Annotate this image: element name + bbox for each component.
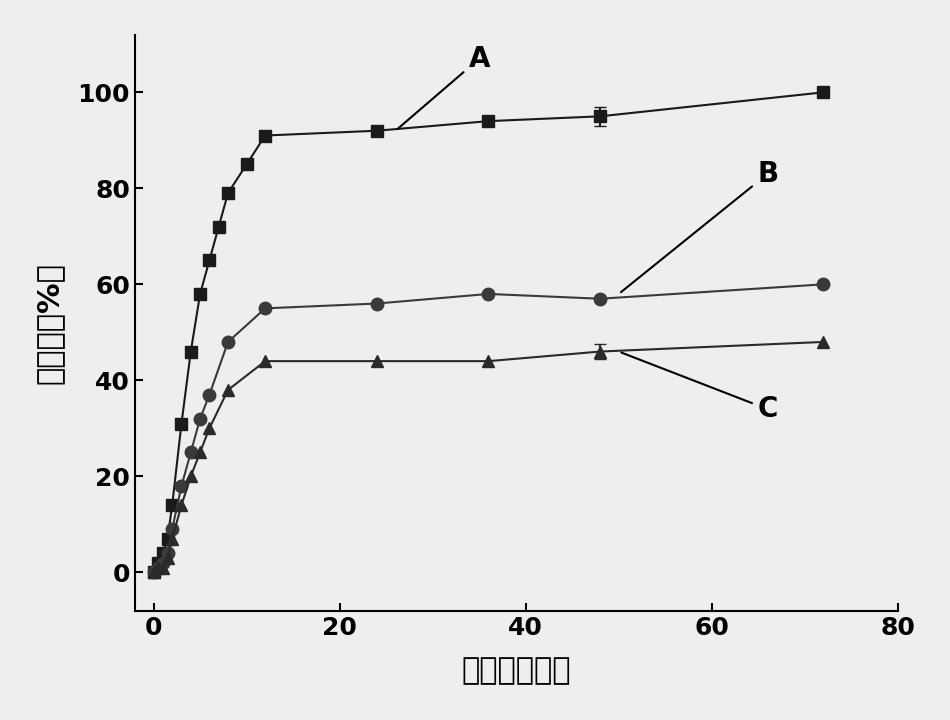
Text: C: C xyxy=(621,353,778,423)
X-axis label: 时间（小时）: 时间（小时） xyxy=(462,656,571,685)
Text: B: B xyxy=(621,160,778,292)
Y-axis label: 释放率（%）: 释放率（%） xyxy=(35,262,64,384)
Text: A: A xyxy=(397,45,490,129)
